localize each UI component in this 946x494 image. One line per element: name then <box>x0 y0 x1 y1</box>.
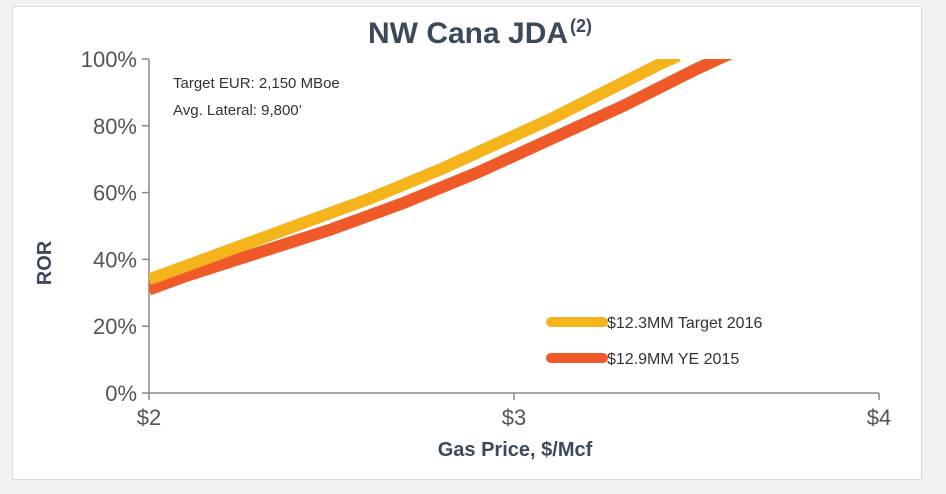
y-tick-label: 40% <box>93 247 137 272</box>
y-tick-label: 60% <box>93 181 137 206</box>
chart-title-group: NW Cana JDA (2) <box>368 16 592 50</box>
y-ticks: 0% 20% 40% 60% 80% 100% <box>81 47 149 406</box>
x-tick-label: $4 <box>867 405 891 430</box>
x-tick-label: $3 <box>502 405 526 430</box>
chart-frame: NW Cana JDA (2) Target EUR: 2,150 MBoe A… <box>12 6 922 480</box>
annotation-target-eur: Target EUR: 2,150 MBoe <box>173 75 340 92</box>
y-axis-label: ROR <box>34 240 56 285</box>
annotation-avg-lateral: Avg. Lateral: 9,800’ <box>173 102 302 119</box>
x-ticks: $2 $3 $4 <box>137 393 891 430</box>
legend-label-ye-2015: $12.9MM YE 2015 <box>607 351 739 368</box>
x-axis-label: Gas Price, $/Mcf <box>438 439 593 461</box>
ror-chart: NW Cana JDA (2) Target EUR: 2,150 MBoe A… <box>34 16 891 461</box>
series-line-ye-2015 <box>149 59 733 296</box>
series-line-target-2016 <box>149 59 681 286</box>
y-tick-label: 80% <box>93 114 137 139</box>
series-lines <box>149 59 733 296</box>
y-tick-label: 20% <box>93 314 137 339</box>
x-tick-label: $2 <box>137 405 161 430</box>
legend: $12.3MM Target 2016 $12.9MM YE 2015 <box>546 315 762 368</box>
y-tick-label: 100% <box>81 47 137 72</box>
chart-title-superscript: (2) <box>570 16 592 36</box>
chart-title: NW Cana JDA <box>368 17 568 50</box>
y-tick-label: 0% <box>105 381 137 406</box>
legend-label-target-2016: $12.3MM Target 2016 <box>607 315 762 332</box>
